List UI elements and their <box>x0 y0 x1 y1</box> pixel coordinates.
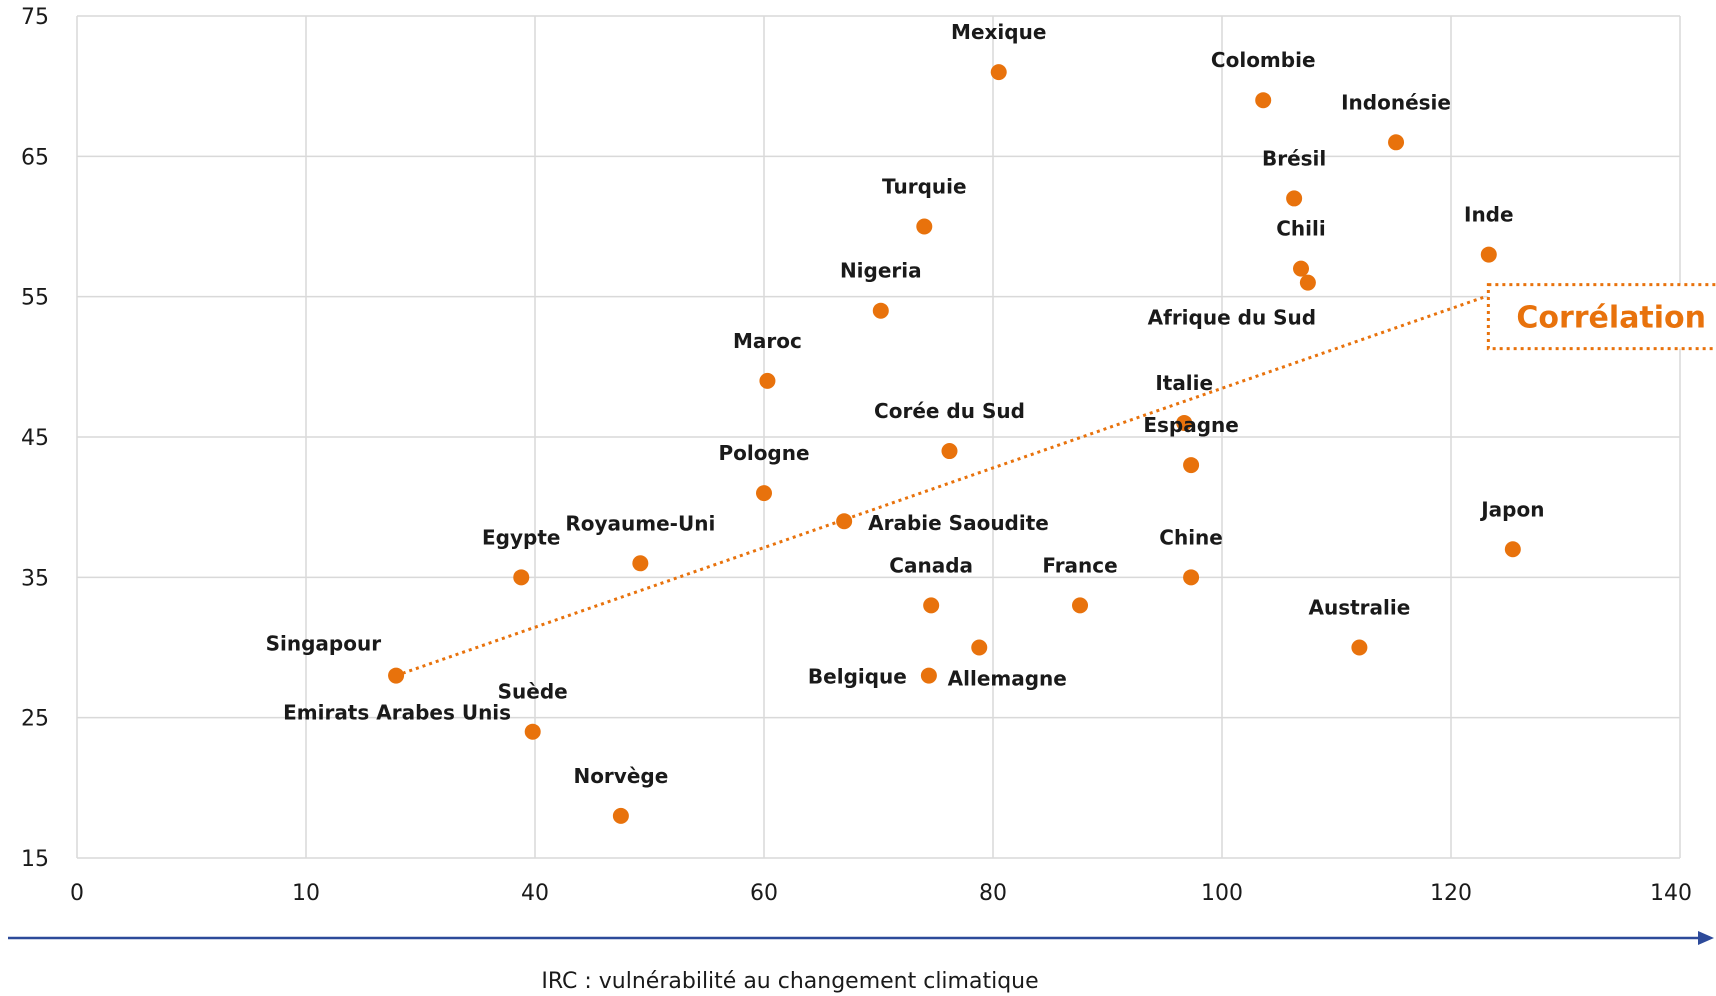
data-label: Italie <box>1155 371 1213 395</box>
data-point <box>388 667 405 684</box>
data-point <box>1072 597 1089 614</box>
x-axis-ticks: 0 10 40 60 80 100 120 140 <box>70 881 1692 906</box>
x-axis-arrow <box>8 931 1714 945</box>
data-label: Egypte <box>482 525 560 549</box>
data-point <box>756 485 772 502</box>
data-point <box>1480 246 1497 263</box>
data-label: Canada <box>889 553 973 577</box>
data-point <box>524 723 541 740</box>
data-point <box>1351 639 1368 656</box>
data-point <box>1388 134 1405 151</box>
x-tick-label: 10 <box>292 881 320 906</box>
data-label: Inde <box>1464 203 1514 227</box>
data-point <box>916 218 933 235</box>
data-label: France <box>1042 553 1117 577</box>
data-label: Singapour <box>266 632 382 656</box>
data-label: Norvège <box>573 764 668 788</box>
y-tick-label: 75 <box>21 5 49 30</box>
data-point <box>1286 190 1303 207</box>
data-label: Suède <box>498 680 568 704</box>
data-label: Turquie <box>882 175 967 199</box>
data-point <box>513 569 530 586</box>
y-tick-label: 65 <box>21 145 49 170</box>
data-label: Espagne <box>1143 413 1239 437</box>
x-axis-arrow-head <box>1698 931 1714 945</box>
x-tick-label: 120 <box>1430 881 1472 906</box>
data-label: Afrique du Sud <box>1148 306 1316 330</box>
y-tick-label: 35 <box>21 566 49 591</box>
data-label: Pologne <box>718 441 809 465</box>
data-label: Chine <box>1159 525 1223 549</box>
data-point <box>1504 541 1521 558</box>
data-label: Emirats Arabes Unis <box>283 701 511 725</box>
data-label: Indonésie <box>1341 90 1451 114</box>
data-point <box>923 597 940 614</box>
data-point <box>1183 569 1200 586</box>
data-point <box>941 443 958 460</box>
data-point <box>836 513 853 530</box>
data-point <box>612 807 629 824</box>
data-label: Brésil <box>1262 146 1326 170</box>
y-tick-label: 55 <box>21 286 49 311</box>
data-points <box>388 64 1521 824</box>
annotation-label: Corrélation <box>1516 301 1706 336</box>
x-tick-label: 40 <box>521 881 549 906</box>
data-point <box>1176 414 1193 431</box>
data-point <box>632 555 649 572</box>
y-tick-label: 45 <box>21 426 49 451</box>
trend-line <box>395 295 1486 677</box>
data-label: Royaume-Uni <box>565 511 715 535</box>
correlation-annotation: Corrélation <box>1486 283 1716 351</box>
data-point <box>1293 260 1310 277</box>
x-tick-label: 140 <box>1650 881 1692 906</box>
x-tick-label: 80 <box>979 881 1007 906</box>
x-tick-label: 0 <box>70 881 84 906</box>
data-label: Japon <box>1479 497 1544 521</box>
data-point <box>920 667 937 684</box>
data-label: Belgique <box>808 665 907 689</box>
grid <box>76 15 1681 859</box>
data-label: Australie <box>1308 596 1410 620</box>
data-point <box>1183 457 1200 474</box>
data-label: Maroc <box>733 329 802 353</box>
data-label: Arabie Saoudite <box>868 511 1049 535</box>
data-labels: Mexique Colombie Indonésie Brésil Turquie Chi… <box>266 20 1545 788</box>
data-label: Allemagne <box>948 667 1067 691</box>
data-point <box>990 64 1007 81</box>
data-label: Corée du Sud <box>874 399 1025 423</box>
data-point <box>1299 274 1316 291</box>
x-axis-label: IRC : vulnérabilité au changement climat… <box>541 969 1038 994</box>
data-label: Mexique <box>951 20 1046 44</box>
annotation-box <box>1486 283 1716 351</box>
y-axis-ticks: 15 25 35 45 55 65 75 <box>21 5 49 872</box>
y-tick-label: 15 <box>21 847 49 872</box>
data-point <box>872 302 889 319</box>
x-tick-label: 100 <box>1201 881 1243 906</box>
data-label: Colombie <box>1211 48 1316 72</box>
y-tick-label: 25 <box>21 707 49 732</box>
data-point <box>1255 92 1272 109</box>
data-point <box>759 372 776 389</box>
data-point <box>971 639 988 656</box>
data-label: Chili <box>1276 217 1325 241</box>
x-tick-label: 60 <box>750 881 778 906</box>
data-label: Nigeria <box>840 259 922 283</box>
